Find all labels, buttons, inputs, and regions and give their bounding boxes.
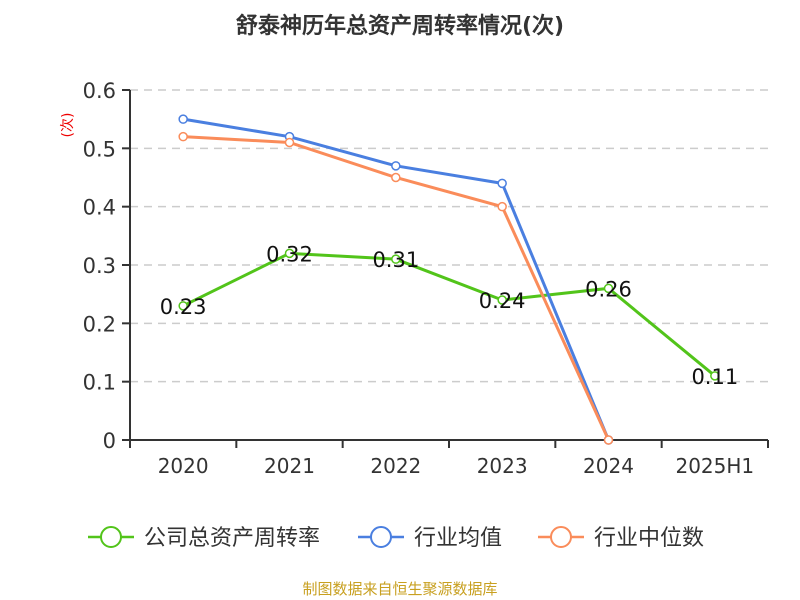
series-line — [182, 251, 716, 377]
data-point — [603, 283, 614, 294]
data-point — [391, 172, 401, 183]
x-tick-label: 2020 — [158, 454, 209, 478]
y-tick-label: 0.3 — [83, 254, 116, 278]
legend-label: 行业均值 — [414, 526, 502, 551]
y-tick-label: 0 — [103, 429, 116, 453]
data-point — [391, 161, 401, 171]
x-tick-label: 2022 — [370, 454, 421, 478]
chart-title: 舒泰神历年总资产周转率情况(次) — [236, 13, 564, 39]
legend-marker — [370, 526, 392, 548]
data-point — [391, 254, 401, 264]
data-label: 0.11 — [691, 365, 738, 389]
data-point — [710, 371, 720, 381]
data-point — [603, 435, 614, 445]
y-tick-label: 0.5 — [83, 137, 116, 161]
y-tick-label: 0.4 — [83, 196, 116, 220]
legend-label: 行业中位数 — [594, 526, 704, 551]
data-label: 0.26 — [585, 277, 632, 301]
y-axis-label: (次) — [60, 113, 76, 138]
source-note: 制图数据来自恒生聚源数据库 — [302, 580, 497, 598]
data-point — [284, 248, 295, 259]
data-label: 0.32 — [266, 242, 313, 266]
data-label: 0.31 — [372, 248, 419, 272]
legend-marker — [100, 526, 122, 548]
x-tick-label: 2023 — [477, 454, 528, 478]
data-label: 0.23 — [160, 295, 207, 319]
data-point — [284, 137, 295, 148]
x-tick-label: 2025H1 — [675, 454, 754, 478]
data-point — [178, 131, 188, 142]
data-point — [178, 301, 188, 311]
y-tick-label: 0.2 — [83, 312, 116, 336]
legend-marker — [550, 526, 572, 548]
data-label: 0.24 — [479, 289, 526, 313]
data-point — [178, 114, 188, 124]
data-point — [497, 295, 507, 305]
legend-label: 公司总资产周转率 — [144, 526, 320, 551]
data-point — [497, 201, 507, 212]
data-point — [497, 178, 507, 189]
y-tick-label: 0.1 — [83, 371, 116, 395]
y-tick-label: 0.6 — [83, 79, 116, 103]
x-tick-label: 2021 — [264, 454, 315, 478]
x-tick-label: 2024 — [583, 454, 634, 478]
